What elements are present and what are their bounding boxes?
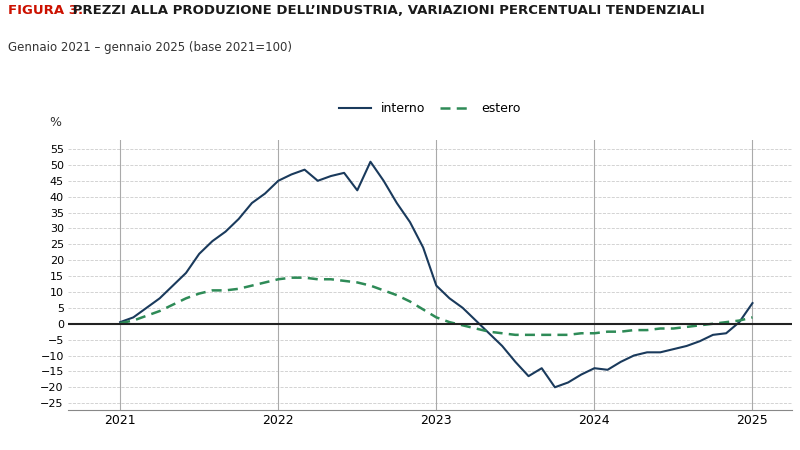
Text: %: % xyxy=(49,116,61,129)
Text: PREZZI ALLA PRODUZIONE DELL’INDUSTRIA, VARIAZIONI PERCENTUALI TENDENZIALI: PREZZI ALLA PRODUZIONE DELL’INDUSTRIA, V… xyxy=(68,4,705,18)
Text: FIGURA 3.: FIGURA 3. xyxy=(8,4,83,18)
Legend: interno, estero: interno, estero xyxy=(334,97,526,120)
Text: Gennaio 2021 – gennaio 2025 (base 2021=100): Gennaio 2021 – gennaio 2025 (base 2021=1… xyxy=(8,40,292,54)
